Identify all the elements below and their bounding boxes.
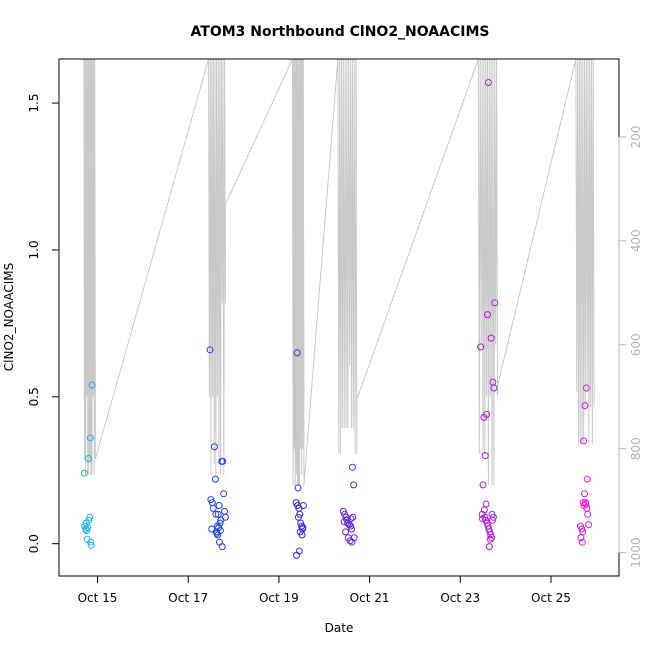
x-axis-label: Date [325, 621, 354, 635]
y2-tick-label: 200 [629, 125, 643, 148]
y2-tick-label: 1000 [629, 537, 643, 568]
x-axis: Oct 15 Oct 17 Oct 19 Oct 21 Oct 23 Oct 25 [78, 575, 571, 605]
data-point [482, 500, 490, 508]
data-point [293, 349, 301, 357]
data-point [85, 455, 92, 462]
y2-tick-label: 800 [629, 437, 643, 460]
data-point [485, 543, 493, 551]
data-point [214, 510, 222, 518]
data-point [484, 311, 491, 319]
data-point [581, 490, 588, 498]
data-point [80, 469, 88, 477]
x-tick-label: Oct 15 [78, 591, 118, 605]
data-point [340, 518, 348, 526]
data-point [577, 534, 585, 542]
data-point [209, 504, 217, 512]
y-tick-label: 1.0 [27, 240, 41, 259]
data-point [342, 528, 350, 536]
data-point [218, 543, 226, 551]
data-point [215, 524, 223, 531]
x-tick-label: Oct 17 [168, 591, 208, 605]
data-point [211, 475, 219, 483]
x-tick-label: Oct 21 [350, 591, 390, 605]
y-tick-label: 1.5 [27, 94, 41, 113]
data-point [490, 384, 498, 392]
data-point [299, 524, 307, 531]
data-point [578, 525, 586, 533]
data-point [585, 521, 593, 529]
data-point [221, 507, 228, 515]
data-point [215, 502, 223, 509]
data-point [580, 437, 588, 445]
y-axis-label: ClNO2_NOAACIMS [2, 263, 16, 371]
data-point [82, 525, 90, 533]
data-point [221, 513, 229, 521]
data-point [488, 534, 496, 542]
x-tick-label: Oct 25 [531, 591, 571, 605]
data-point [206, 346, 214, 354]
data-point [580, 502, 588, 509]
data-point [480, 506, 488, 514]
data-point [582, 384, 590, 392]
data-point [85, 516, 93, 524]
data-point [298, 531, 306, 539]
data-point [581, 402, 589, 410]
data-point [479, 481, 487, 489]
data-point [294, 484, 302, 492]
x-tick-label: Oct 23 [440, 591, 480, 605]
data-point [479, 515, 486, 523]
data-point [87, 538, 95, 546]
data-point [489, 513, 497, 521]
y2-tick-label: 600 [629, 333, 643, 356]
data-point [583, 475, 591, 483]
data-point [489, 516, 496, 524]
y-tick-label: 0.5 [27, 387, 41, 406]
data-point [83, 527, 91, 534]
data-point [349, 513, 357, 521]
data-point [84, 524, 92, 531]
y2-axis: 200 400 600 800 1000 [618, 125, 643, 568]
data-point [212, 510, 220, 518]
data-point [491, 299, 499, 307]
data-point [293, 551, 301, 559]
y-tick-label: 0.0 [27, 534, 41, 553]
data-point [350, 481, 358, 489]
data-point [216, 519, 224, 527]
data-point [489, 378, 497, 386]
y-axis: 0.0 0.5 1.0 1.5 [27, 94, 60, 553]
data-point [86, 513, 94, 521]
data-point [216, 538, 223, 546]
data-point [477, 343, 485, 351]
data-point [294, 513, 302, 521]
y2-tick-label: 400 [629, 229, 643, 252]
data-point [86, 434, 94, 442]
data-point [299, 502, 307, 509]
data-point [347, 515, 355, 523]
data-point [211, 443, 218, 451]
data-point [578, 538, 586, 546]
data-point [220, 490, 228, 498]
altitude-series [83, 58, 595, 486]
data-point [88, 381, 96, 389]
data-point [348, 463, 356, 471]
data-point [481, 452, 489, 460]
data-point [219, 457, 227, 465]
data-point [347, 522, 355, 530]
chart-title: ATOM3 Northbound ClNO2_NOAACIMS [191, 24, 490, 40]
points-layer [80, 79, 593, 559]
data-point [350, 534, 358, 542]
data-point [348, 525, 355, 533]
data-point [483, 410, 491, 418]
x-tick-label: Oct 19 [259, 591, 299, 605]
data-point [87, 541, 95, 549]
data-point [487, 334, 495, 342]
altitude-line [83, 58, 595, 486]
data-point [582, 500, 590, 508]
data-point [484, 79, 492, 86]
data-point [295, 547, 303, 555]
data-point [584, 510, 592, 518]
data-point [487, 531, 495, 539]
data-point [486, 535, 494, 543]
